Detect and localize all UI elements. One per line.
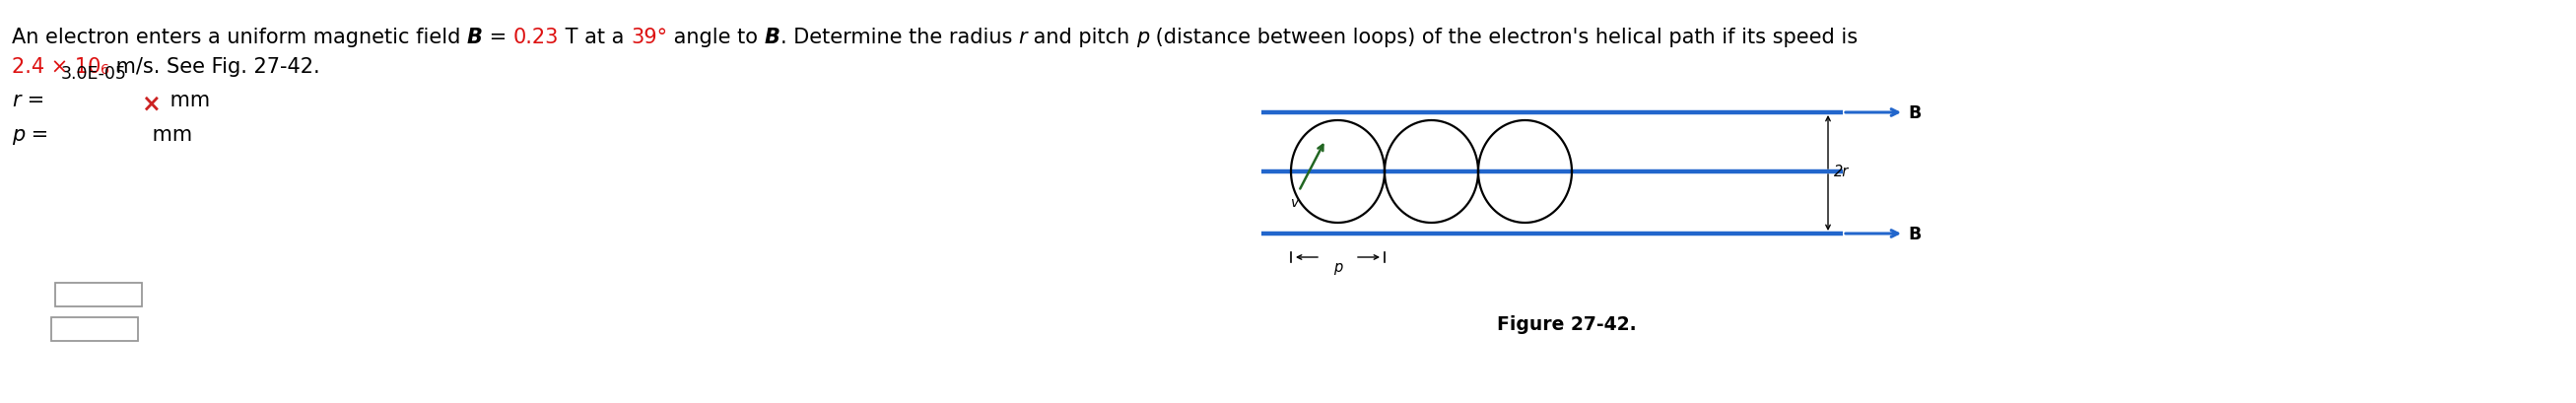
FancyBboxPatch shape <box>52 318 137 341</box>
Text: r: r <box>13 90 21 110</box>
Text: Figure 27-42.: Figure 27-42. <box>1497 314 1636 333</box>
Text: 2r: 2r <box>1834 165 1850 179</box>
Text: =: = <box>26 125 54 145</box>
Text: =: = <box>21 90 52 110</box>
Text: p: p <box>1136 27 1149 47</box>
Text: mm: mm <box>147 125 193 145</box>
Text: 0.23: 0.23 <box>513 27 559 47</box>
Text: p: p <box>13 125 26 145</box>
Text: B: B <box>1909 104 1922 122</box>
Text: 2.4 × 10: 2.4 × 10 <box>13 57 100 77</box>
Text: (distance between loops) of the electron's helical path if its speed is: (distance between loops) of the electron… <box>1149 27 1857 47</box>
Text: angle to: angle to <box>667 27 765 47</box>
Text: B: B <box>765 27 781 47</box>
Text: An electron enters a uniform magnetic field: An electron enters a uniform magnetic fi… <box>13 27 466 47</box>
Text: 39°: 39° <box>631 27 667 47</box>
Text: T at a: T at a <box>559 27 631 47</box>
Text: v: v <box>1291 195 1298 210</box>
Text: 6: 6 <box>100 63 111 77</box>
FancyBboxPatch shape <box>54 283 142 307</box>
Text: ×: × <box>142 91 160 115</box>
Text: mm: mm <box>162 90 209 110</box>
Text: B: B <box>1909 225 1922 243</box>
Text: . Determine the radius: . Determine the radius <box>781 27 1018 47</box>
Text: and pitch: and pitch <box>1028 27 1136 47</box>
Text: 3.0E-05: 3.0E-05 <box>62 65 126 83</box>
Text: =: = <box>482 27 513 47</box>
Text: m/s. See Fig. 27-42.: m/s. See Fig. 27-42. <box>111 57 319 77</box>
Text: r: r <box>1018 27 1028 47</box>
Text: p: p <box>1334 260 1342 274</box>
Text: B: B <box>466 27 482 47</box>
